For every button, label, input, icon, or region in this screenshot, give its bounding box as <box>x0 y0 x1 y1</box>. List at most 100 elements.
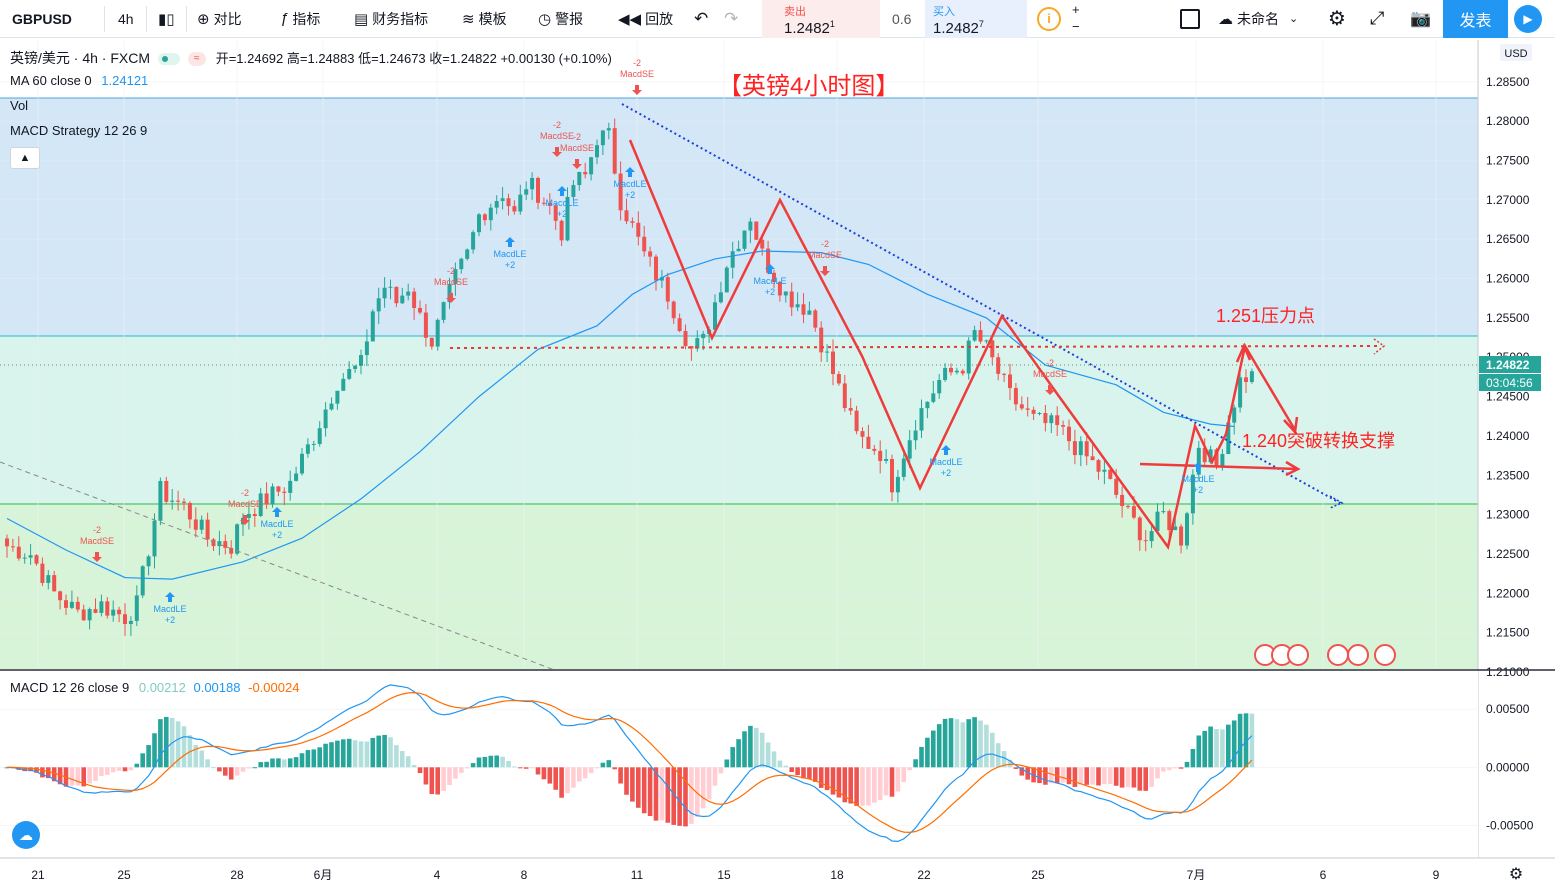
time-tick-label: 28 <box>230 868 244 882</box>
time-tick-label: 15 <box>717 868 731 882</box>
candle-body <box>146 556 151 567</box>
macd-histogram-bar <box>1208 726 1213 768</box>
gear-icon[interactable]: ⚙ <box>1509 866 1523 883</box>
candle-body <box>518 194 523 212</box>
macd-histogram-bar <box>258 762 263 768</box>
redo-button[interactable]: ↷ <box>724 0 738 37</box>
templates-button[interactable]: ≋ 模板 <box>462 10 507 28</box>
short-entry-arrow <box>820 266 830 276</box>
macd-legend[interactable]: MACD 12 26 close 9 0.00212 0.00188 -0.00… <box>10 680 299 695</box>
candle-body <box>754 221 759 240</box>
undo-button[interactable]: ↶ <box>694 0 708 37</box>
candle-body <box>878 450 883 461</box>
indicators-button[interactable]: ƒ 指标 <box>280 10 321 27</box>
candle-body <box>158 480 163 521</box>
snapshot-button[interactable]: 📷 <box>1410 0 1431 37</box>
candle-body <box>1179 526 1184 546</box>
layout-menu[interactable]: ☁ 未命名 ⌄ <box>1218 10 1299 28</box>
play-button[interactable]: ▶ <box>1514 5 1542 33</box>
economic-event-flags[interactable] <box>1254 644 1396 666</box>
macd-histogram-bar <box>1172 767 1178 769</box>
macd-histogram-bar <box>919 746 924 768</box>
minus-icon[interactable]: − <box>1072 19 1080 34</box>
candle-body <box>412 291 417 308</box>
macd-histogram-bar <box>960 722 966 768</box>
macd-histogram-bar <box>1231 720 1237 768</box>
long-entry-label: MacdLE <box>1181 474 1214 484</box>
candle-body <box>1043 413 1048 424</box>
macd-histogram-bar <box>1237 713 1243 768</box>
macd-histogram-bar <box>264 761 269 768</box>
macd-histogram-bar <box>435 767 440 795</box>
macd-histogram-bar <box>872 767 877 803</box>
candle-body <box>565 196 570 241</box>
candle-body <box>1143 540 1148 542</box>
macd-histogram-bar <box>936 724 942 768</box>
candle-body <box>913 430 918 441</box>
gear-icon: ⚙ <box>1328 8 1346 30</box>
short-entry-label: MacdSE <box>228 499 262 509</box>
macd-histogram-bar <box>134 763 140 768</box>
price-tick-label: 1.22500 <box>1486 547 1530 561</box>
collapse-legend-button[interactable]: ▲ <box>10 147 40 169</box>
cloud-logo-icon[interactable]: ☁ <box>12 821 40 849</box>
quantity-stepper[interactable]: + − <box>1072 3 1080 40</box>
candle-body <box>842 383 847 409</box>
macd-histogram-bar <box>765 742 771 768</box>
buy-button[interactable]: 买入 1.24827 <box>925 0 1027 38</box>
candle-body <box>1208 449 1213 463</box>
short-entry-arrow <box>632 85 642 95</box>
macd-histogram-bar <box>1125 767 1131 788</box>
alert-button[interactable]: ◷ 警报 <box>538 10 584 28</box>
ma-legend[interactable]: MA 60 close 0 1.24121 <box>10 73 148 88</box>
publish-button[interactable]: 发表 <box>1443 0 1508 38</box>
divider <box>146 6 147 32</box>
chevron-down-icon: ⌄ <box>1289 13 1299 25</box>
candle-body <box>1061 425 1066 427</box>
fullscreen-button[interactable]: ⤢ <box>1370 0 1384 37</box>
macd-histogram-bar <box>783 765 789 768</box>
macd-histogram-bar <box>860 767 865 806</box>
macd-histogram-bar <box>653 767 659 821</box>
macd-histogram-bar <box>925 737 930 768</box>
plus-icon[interactable]: + <box>1072 2 1080 17</box>
candle-body <box>624 210 629 222</box>
svg-text:☁: ☁ <box>19 827 33 843</box>
candle-body <box>772 272 776 282</box>
order-info-button[interactable]: i <box>1037 0 1061 37</box>
symbol-search[interactable]: GBPUSD <box>12 10 72 27</box>
macd-histogram-bar <box>535 767 541 775</box>
interval-button[interactable]: 4h <box>118 10 134 27</box>
short-entry-qty: -2 <box>447 266 455 276</box>
long-entry-label: MacdLE <box>545 198 578 208</box>
time-axis[interactable]: 21 25 28 6月 4 8 11 15 18 22 25 7月 6 9 <box>0 857 1555 886</box>
settings-button[interactable]: ⚙ <box>1328 0 1346 37</box>
chevron-up-icon: ▲ <box>19 152 31 164</box>
candle-body <box>388 286 393 288</box>
strategy-markers: MacdLE+2MacdLE+2MacdLE+2MacdLE+2MacdLE+2… <box>80 58 1215 625</box>
compare-button[interactable]: ⊕ 对比 <box>197 10 242 28</box>
candle-body <box>530 177 535 190</box>
short-entry-label: MacdSE <box>620 69 654 79</box>
financials-button[interactable]: ▤ 财务指标 <box>354 10 429 28</box>
macd-histogram-bar <box>907 767 912 771</box>
chart-style-button[interactable]: ▮▯ <box>158 0 179 37</box>
price-axis[interactable]: USD 1.28500 1.28000 1.27500 1.27000 1.26500 1… <box>1477 40 1555 858</box>
candle-body <box>901 458 906 477</box>
select-checkbox[interactable] <box>1180 0 1200 37</box>
sell-button[interactable]: 卖出 1.24821 <box>762 0 880 38</box>
strategy-legend[interactable]: MACD Strategy 12 26 9 <box>10 123 147 138</box>
chart-canvas[interactable]: MacdLE+2MacdLE+2MacdLE+2MacdLE+2MacdLE+2… <box>0 38 1555 886</box>
short-entry-label: MacdSE <box>1033 369 1067 379</box>
macd-histogram-bar <box>683 767 688 827</box>
macd-histogram <box>4 713 1255 827</box>
candle-body <box>500 198 505 202</box>
macd-histogram-bar <box>1060 767 1066 783</box>
candle-body <box>559 220 564 241</box>
macd-histogram-bar <box>647 767 653 816</box>
candle-body <box>300 453 304 474</box>
candle-body <box>1185 513 1189 546</box>
replay-button[interactable]: ◀◀ 回放 <box>618 10 674 28</box>
symbol-name: 英镑/美元 · 4h · FXCM <box>10 50 151 66</box>
vol-legend[interactable]: Vol <box>10 98 28 113</box>
